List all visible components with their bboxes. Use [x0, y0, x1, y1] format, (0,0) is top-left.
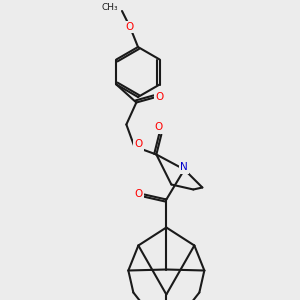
Text: O: O [134, 140, 142, 149]
Text: CH₃: CH₃ [101, 4, 118, 13]
Text: N: N [181, 163, 188, 172]
Text: O: O [154, 122, 163, 133]
Text: O: O [126, 22, 134, 32]
Text: O: O [134, 190, 142, 200]
Text: O: O [155, 92, 164, 103]
